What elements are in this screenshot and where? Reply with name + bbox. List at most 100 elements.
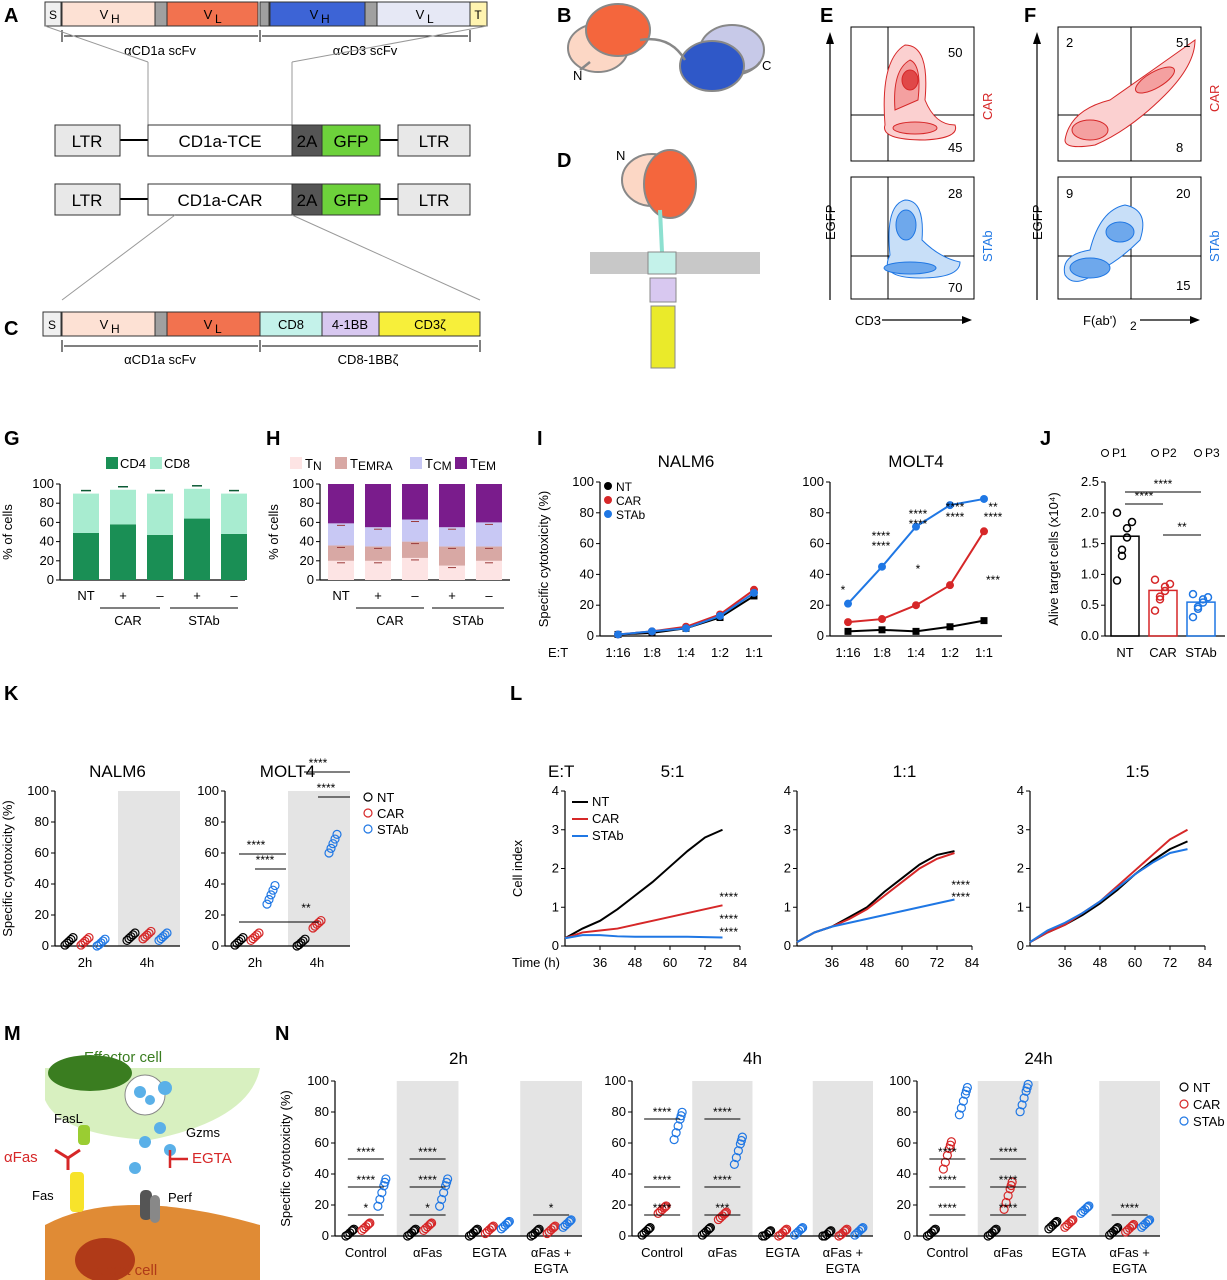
n-point-stab [856, 1224, 866, 1235]
h-bar-temra [476, 546, 502, 561]
h-bar-temra [365, 546, 391, 561]
g-group-car: CAR [114, 613, 141, 628]
j-point-car [1160, 582, 1170, 592]
i-point-nt [878, 626, 886, 634]
h-x-tick-label: + [374, 588, 382, 603]
n-point-car [486, 1223, 496, 1233]
n-point-nt [470, 1226, 480, 1236]
j-point-stab [1188, 589, 1198, 599]
ltr-box-3 [54, 183, 121, 216]
g-bar-cd4 [221, 533, 247, 580]
j-point-nt [1117, 551, 1127, 561]
i0-y-tick-label: 100 [572, 474, 594, 489]
b-vl-domain [585, 3, 651, 57]
n-point-nt [645, 1223, 655, 1233]
n0-y-label: Specific cytotoxicity (%) [278, 1090, 293, 1227]
l-x-tick-label: 84 [1198, 955, 1212, 970]
n-point-stab [669, 1134, 679, 1145]
j-y-label: Alive target cells (x10⁴) [1046, 492, 1061, 625]
n-point-stab [373, 1201, 383, 1211]
panel-label-e: E [820, 5, 833, 27]
41bb-box [321, 311, 380, 337]
d-cd8 [647, 251, 677, 275]
m-fas-label: Fas [32, 1188, 54, 1203]
ltr-box [54, 124, 121, 157]
i-sig-black: **** [909, 517, 928, 531]
m-effector-label: Effector cell [84, 1049, 162, 1066]
l2-y-tick-label: 1 [1017, 899, 1024, 914]
n-x-tick-label: Control [641, 1245, 683, 1260]
k1-y-tick-label: 40 [205, 876, 219, 891]
h-legend-label: T [305, 456, 313, 471]
l0-y-tick-label: 1 [552, 899, 559, 914]
n-point-car [659, 1203, 669, 1213]
l-sig-black: **** [719, 925, 738, 939]
k-legend-marker [363, 824, 373, 834]
i-subplot-title: NALM6 [658, 452, 715, 471]
n-point-car [1067, 1216, 1077, 1226]
d-41bb [649, 277, 677, 303]
l-line-stab [564, 934, 723, 940]
n-point-nt [1113, 1223, 1123, 1233]
l1-y-tick-label: 4 [784, 783, 791, 798]
h-legend-swatch [455, 457, 467, 469]
k-legend-marker [363, 792, 373, 802]
n-point-car [1003, 1191, 1013, 1201]
linker-box-2 [259, 1, 270, 27]
panel-label-m: M [4, 1023, 21, 1045]
n2-y-tick-label: 60 [897, 1135, 911, 1150]
g-y-tick-label: 20 [40, 553, 54, 568]
n-point-nt [765, 1227, 775, 1237]
n-point-stab [958, 1096, 968, 1106]
n-point-car [364, 1219, 374, 1229]
n-point-car [1006, 1180, 1016, 1191]
j-bar-nt [1110, 535, 1140, 637]
n-point-stab [437, 1194, 447, 1205]
n-sig-label: * [549, 1201, 554, 1215]
n-point-nt [534, 1224, 544, 1234]
j-y-tick-label: 0.5 [1081, 597, 1099, 612]
k0-y-tick-label: 40 [35, 876, 49, 891]
g-legend-cd4-swatch [106, 457, 118, 469]
i-sig-black: *** [986, 573, 1000, 587]
n-point-nt [764, 1227, 774, 1238]
n-point-stab [798, 1223, 808, 1233]
h-bar-tem [365, 484, 391, 528]
l-sig-black: **** [951, 890, 970, 904]
l0-y-label: Cell index [510, 839, 525, 897]
n-sig-label: **** [653, 1173, 672, 1187]
i1-y-tick-label: 0 [817, 628, 824, 643]
n-point-nt [644, 1223, 654, 1234]
i-point-car [980, 527, 988, 536]
k1-y-tick-label: 0 [212, 938, 219, 953]
n-point-stab [566, 1215, 576, 1225]
i0-y-label: Specific cytotoxicity (%) [536, 491, 551, 628]
n-sig-label: **** [357, 1173, 376, 1187]
n-point-nt [409, 1226, 419, 1236]
n0-y-tick-label: 40 [315, 1166, 329, 1181]
n-point-stab [375, 1194, 385, 1205]
c-vh-box [61, 311, 156, 337]
ltr-label: LTR [72, 132, 103, 151]
h-y-tick-label: 100 [292, 476, 314, 491]
n-point-car [660, 1202, 670, 1212]
n-point-stab [797, 1223, 807, 1234]
i1-y-tick-label: 80 [810, 505, 824, 520]
j-point-stab [1198, 595, 1208, 604]
h-bar-tn [328, 560, 354, 580]
panel-e-flow: EGFP CD3 50 45 CAR 28 70 STAb [823, 26, 995, 328]
n-point-stab [1017, 1100, 1027, 1110]
panel-label-a: A [4, 5, 18, 27]
n-point-nt [825, 1227, 835, 1237]
n-point-nt [1050, 1218, 1060, 1228]
l-sig-red: **** [951, 878, 970, 892]
n-point-car [1129, 1219, 1139, 1230]
k-point-stab [262, 899, 272, 909]
l-line-car [796, 852, 955, 943]
k-point-nt [68, 933, 78, 943]
k-legend-label: STAb [377, 822, 409, 837]
h-bar-tem [328, 484, 354, 524]
i-subplot-title: MOLT4 [888, 452, 943, 471]
m-gzms-label: Gzms [186, 1125, 220, 1140]
